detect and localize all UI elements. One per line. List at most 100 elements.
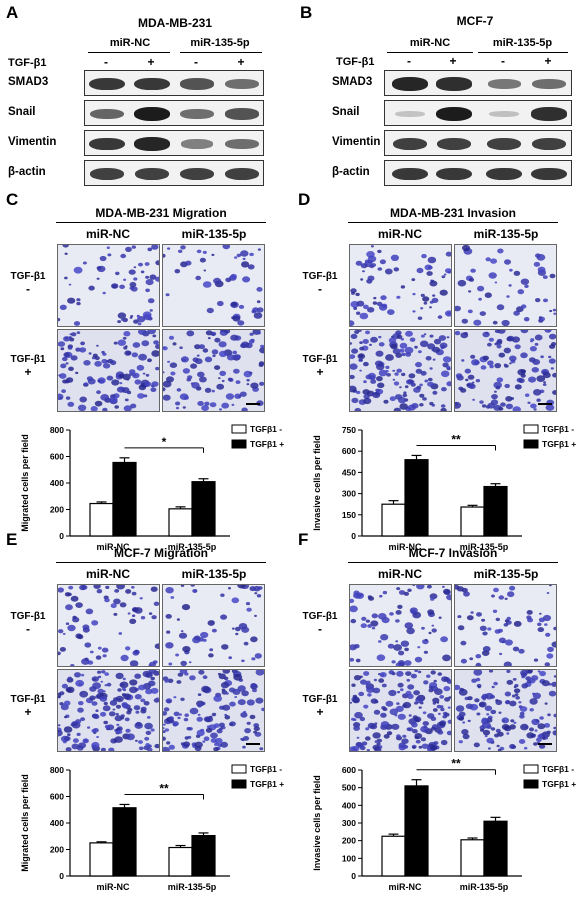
assay-row-treat: TGF-β1 xyxy=(302,694,338,705)
x-tick-label: miR-NC xyxy=(97,542,130,552)
x-tick-label: miR-135-5p xyxy=(460,882,509,892)
legend-label: TGFβ1 + xyxy=(542,439,576,449)
protein-band xyxy=(436,77,472,91)
legend-swatch xyxy=(523,439,539,449)
protein-band xyxy=(486,137,522,151)
assay-col-label-1: miR-NC xyxy=(86,227,130,241)
legend-swatch xyxy=(231,424,247,434)
panel-a-sign-3: - xyxy=(194,55,198,69)
panel-b-group-1-underline xyxy=(387,52,473,54)
panel-a-group-1-underline xyxy=(88,52,170,54)
legend-label: TGFβ1 - xyxy=(542,764,574,774)
assay-row-sign: - xyxy=(318,622,322,636)
y-tick-label: 400 xyxy=(50,818,64,828)
y-tick-label: 800 xyxy=(50,765,64,775)
bar-chart-c: Migrated cells per field 0 200 400 600 800 miR… xyxy=(0,418,290,568)
assay-row-sign: + xyxy=(316,705,324,719)
blot-row-label: β-actin xyxy=(8,166,46,178)
protein-band xyxy=(134,137,170,151)
micrograph-field xyxy=(349,669,452,752)
scale-bar xyxy=(538,743,552,745)
legend-swatch xyxy=(523,424,539,434)
scale-bar xyxy=(538,403,552,405)
protein-band xyxy=(89,167,125,181)
panel-b-sign-2: + xyxy=(449,54,457,68)
panel-a-sign-1: - xyxy=(104,55,108,69)
legend-swatch xyxy=(231,764,247,774)
legend-label: TGFβ1 + xyxy=(542,779,576,789)
assay-title-underline xyxy=(56,562,266,564)
panel-b-treat-label: TGF-β1 xyxy=(336,56,375,68)
protein-band xyxy=(436,107,472,121)
protein-band xyxy=(225,79,259,89)
blot-strip xyxy=(84,160,264,186)
y-axis-label: Migrated cells per field xyxy=(20,434,30,532)
bar xyxy=(112,807,137,877)
bar-chart: Invasive cells per field 0 150 300 450 600 750… xyxy=(312,424,576,552)
protein-band xyxy=(89,77,125,91)
panel-a-sign-4: + xyxy=(237,55,245,69)
micrograph-field xyxy=(57,244,160,327)
panel-label-c: C xyxy=(6,190,19,209)
assay-title: MDA-MB-231 Invasion xyxy=(389,206,517,220)
x-tick-label: miR-135-5p xyxy=(168,542,217,552)
y-axis-label: Migrated cells per field xyxy=(20,774,30,872)
y-tick-label: 150 xyxy=(342,510,356,520)
micrograph-field xyxy=(162,329,265,412)
legend-swatch xyxy=(523,779,539,789)
y-axis-label: Invasive cells per field xyxy=(312,435,322,531)
legend-label: TGFβ1 + xyxy=(250,439,284,449)
y-tick-label: 100 xyxy=(342,853,356,863)
y-tick-label: 600 xyxy=(50,792,64,802)
assay-title: MCF-7 Migration xyxy=(114,546,208,560)
blot-row-label: Vimentin xyxy=(8,136,57,148)
assay-row-treat: TGF-β1 xyxy=(302,271,338,282)
y-tick-label: 600 xyxy=(342,446,356,456)
bar xyxy=(483,485,508,537)
bar xyxy=(381,503,406,537)
y-tick-label: 450 xyxy=(342,467,356,477)
scale-bar xyxy=(246,743,260,745)
assay-col-label-2: miR-135-5p xyxy=(473,567,539,581)
panel-b-group-2: miR-135-5p xyxy=(492,37,553,49)
blot-strip xyxy=(384,70,572,96)
significance-label: ** xyxy=(159,781,169,795)
panel-b-group-1: miR-NC xyxy=(409,37,451,49)
assay-title-underline xyxy=(348,562,558,564)
x-tick-label: miR-135-5p xyxy=(460,542,509,552)
bar xyxy=(404,459,429,537)
panel-a-sign-2: + xyxy=(147,55,155,69)
micrograph-field xyxy=(57,329,160,412)
panel-label-d: D xyxy=(298,190,311,209)
protein-band xyxy=(487,79,521,89)
assay-col-label-2: miR-135-5p xyxy=(181,227,247,241)
y-tick-label: 200 xyxy=(342,836,356,846)
y-tick-label: 0 xyxy=(59,531,64,541)
micrograph-field xyxy=(454,669,557,752)
protein-band xyxy=(224,167,260,181)
assay-row-label: TGF-β1 + xyxy=(298,353,342,379)
blot-strip xyxy=(84,100,264,126)
protein-band xyxy=(225,139,259,149)
protein-band xyxy=(179,167,215,181)
y-tick-label: 300 xyxy=(342,489,356,499)
panel-label-a: A xyxy=(6,3,19,22)
bar xyxy=(460,506,485,537)
micrograph-field xyxy=(454,329,557,412)
panel-a-group-2: miR-135-5p xyxy=(190,37,250,49)
protein-band xyxy=(224,108,260,120)
bar-chart: Invasive cells per field 0 100 200 300 400 500… xyxy=(312,757,576,892)
panel-b-sign-1: - xyxy=(407,54,411,68)
panel-a-group-1: miR-NC xyxy=(109,37,151,49)
y-tick-label: 800 xyxy=(50,425,64,435)
bar-chart-e: Migrated cells per field 0 200 400 600 800 miR… xyxy=(0,758,290,908)
legend-swatch xyxy=(231,439,247,449)
protein-band xyxy=(531,107,567,121)
blot-strip xyxy=(384,100,572,126)
blot-strip xyxy=(384,130,572,156)
legend-label: TGFβ1 + xyxy=(250,779,284,789)
significance-label: * xyxy=(162,435,167,449)
panel-b-group-2-underline xyxy=(478,52,568,54)
assay-col-label-2: miR-135-5p xyxy=(181,567,247,581)
bar-chart-f: Invasive cells per field 0 100 200 300 400 500… xyxy=(292,757,582,908)
